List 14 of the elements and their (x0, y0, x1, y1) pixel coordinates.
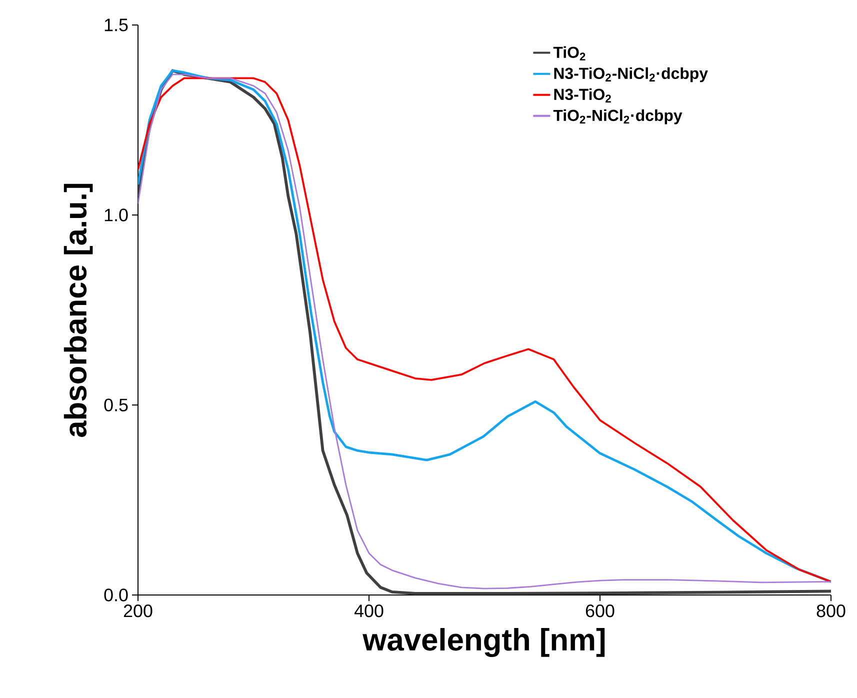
y-tick-label: 1.5 (104, 18, 128, 32)
y-tick-label: 1.0 (104, 208, 128, 222)
x-tick-label: 200 (124, 604, 152, 618)
legend-label: TiO$_{2}$ (553, 46, 586, 60)
x-tick-label: 800 (816, 604, 846, 618)
x-axis-title: wavelength [nm] (362, 628, 605, 657)
legend-label: N3-TiO$_{2}$-NiCl$_{2}$·dcbpy (554, 67, 708, 82)
y-tick-label: 0.5 (104, 398, 128, 412)
y-axis-title: absorbance [a.u.] (64, 184, 93, 437)
legend-label: TiO$_{2}$-NiCl$_{2}$·dcbpy (553, 109, 682, 124)
y-tick-label: 0.0 (104, 588, 128, 602)
x-tick-label: 400 (354, 604, 384, 618)
x-tick-label: 600 (586, 604, 614, 618)
legend-label: N3-TiO$_{2}$ (554, 88, 611, 102)
